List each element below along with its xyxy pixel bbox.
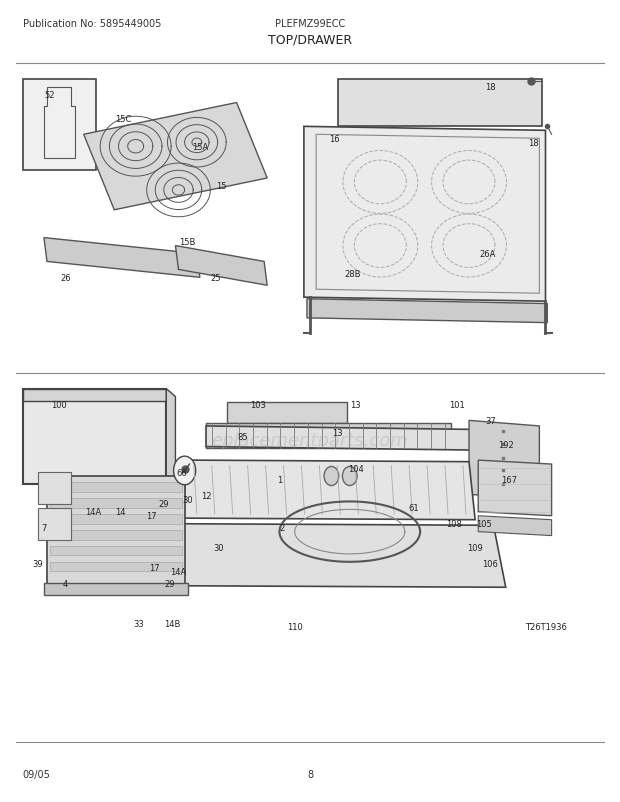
Text: 39: 39	[32, 559, 43, 568]
Text: 2: 2	[280, 524, 285, 533]
Text: 8: 8	[307, 769, 313, 779]
Text: TOP/DRAWER: TOP/DRAWER	[268, 34, 352, 47]
Polygon shape	[206, 423, 451, 448]
Text: 15: 15	[216, 182, 226, 191]
Text: 13: 13	[350, 400, 361, 410]
Text: 1: 1	[277, 476, 282, 485]
Text: 167: 167	[501, 476, 517, 485]
Text: 18: 18	[528, 139, 539, 148]
Text: 108: 108	[446, 520, 462, 529]
Polygon shape	[157, 524, 506, 588]
Text: 37: 37	[485, 416, 496, 425]
Circle shape	[342, 467, 357, 486]
Text: 14A: 14A	[170, 567, 187, 576]
Text: 104: 104	[348, 464, 364, 473]
Text: 105: 105	[476, 520, 492, 529]
Polygon shape	[84, 103, 267, 210]
Polygon shape	[478, 516, 552, 536]
Text: 30: 30	[213, 543, 224, 553]
Text: 15C: 15C	[115, 115, 131, 124]
Text: 85: 85	[237, 432, 248, 441]
Text: 33: 33	[133, 618, 144, 628]
Circle shape	[174, 456, 196, 485]
Text: T26T1936: T26T1936	[525, 622, 567, 632]
Polygon shape	[50, 530, 182, 540]
Polygon shape	[469, 421, 539, 500]
Polygon shape	[337, 79, 542, 128]
Text: 30: 30	[182, 496, 193, 504]
Polygon shape	[50, 562, 182, 572]
Bar	[38, 472, 71, 504]
Polygon shape	[50, 546, 182, 556]
Circle shape	[324, 467, 339, 486]
Text: 29: 29	[158, 500, 169, 508]
Polygon shape	[166, 389, 175, 492]
Text: 14: 14	[115, 508, 126, 516]
Polygon shape	[50, 515, 182, 524]
Polygon shape	[307, 299, 547, 323]
Polygon shape	[478, 460, 552, 516]
Text: 109: 109	[467, 543, 483, 553]
Text: 29: 29	[164, 579, 175, 588]
Text: 17: 17	[146, 512, 156, 520]
Polygon shape	[22, 389, 166, 401]
Text: 14B: 14B	[164, 618, 180, 628]
Text: 52: 52	[45, 91, 55, 100]
Polygon shape	[228, 403, 347, 423]
Text: 09/05: 09/05	[22, 769, 50, 779]
Polygon shape	[175, 246, 267, 286]
Text: 12: 12	[201, 492, 211, 500]
Text: 192: 192	[498, 440, 513, 449]
Bar	[38, 508, 71, 540]
Polygon shape	[44, 238, 200, 278]
Text: 25: 25	[210, 273, 221, 282]
Polygon shape	[304, 128, 546, 302]
Text: eplacementparts.com: eplacementparts.com	[211, 431, 409, 450]
Text: 110: 110	[287, 622, 303, 632]
Text: 103: 103	[250, 400, 266, 410]
Text: 15B: 15B	[179, 237, 196, 247]
Polygon shape	[50, 483, 182, 492]
Bar	[22, 79, 96, 171]
Text: 7: 7	[42, 524, 46, 533]
Polygon shape	[50, 499, 182, 508]
Bar	[22, 389, 166, 484]
Text: 26A: 26A	[479, 249, 495, 259]
Text: 66: 66	[176, 468, 187, 477]
Text: 16: 16	[329, 135, 340, 144]
Text: 106: 106	[482, 559, 498, 568]
Text: 18: 18	[485, 83, 496, 92]
Text: 28B: 28B	[345, 269, 361, 278]
Text: 13: 13	[332, 428, 343, 437]
Text: 4: 4	[63, 579, 68, 588]
Text: PLEFMZ99ECC: PLEFMZ99ECC	[275, 19, 345, 29]
Polygon shape	[44, 584, 188, 595]
Text: 61: 61	[409, 504, 419, 512]
Polygon shape	[206, 427, 512, 451]
Text: 17: 17	[149, 563, 159, 572]
Text: Publication No: 5895449005: Publication No: 5895449005	[22, 19, 161, 29]
Text: 100: 100	[51, 400, 67, 410]
Polygon shape	[47, 476, 185, 595]
Text: 15A: 15A	[192, 143, 208, 152]
Text: 14A: 14A	[85, 508, 101, 516]
Polygon shape	[182, 460, 475, 520]
Text: 26: 26	[60, 273, 71, 282]
Text: 101: 101	[449, 400, 464, 410]
